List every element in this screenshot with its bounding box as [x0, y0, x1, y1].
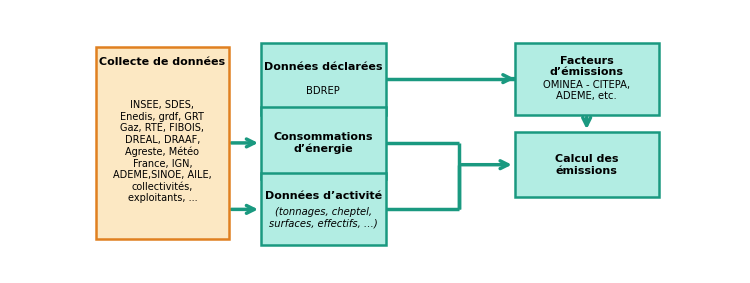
Text: OMINEA - CITEPA,
ADEME, etc.: OMINEA - CITEPA, ADEME, etc.	[543, 80, 630, 101]
Text: Calcul des
émissions: Calcul des émissions	[555, 154, 619, 175]
FancyBboxPatch shape	[96, 47, 229, 239]
Text: Facteurs
d’émissions: Facteurs d’émissions	[550, 56, 624, 78]
FancyBboxPatch shape	[514, 132, 658, 198]
Text: Données d’activité: Données d’activité	[265, 191, 382, 201]
FancyBboxPatch shape	[261, 107, 386, 179]
FancyBboxPatch shape	[261, 173, 386, 245]
Text: Données déclarées: Données déclarées	[264, 62, 382, 72]
Text: BDREP: BDREP	[307, 86, 340, 96]
FancyBboxPatch shape	[261, 43, 386, 115]
FancyBboxPatch shape	[514, 43, 658, 115]
Text: Collecte de données: Collecte de données	[99, 57, 226, 67]
Text: (tonnages, cheptel,
surfaces, effectifs, …): (tonnages, cheptel, surfaces, effectifs,…	[269, 207, 378, 229]
Text: Consommations
d’énergie: Consommations d’énergie	[274, 132, 373, 154]
Text: INSEE, SDES,
Enedis, grdf, GRT
Gaz, RTE, FIBOIS,
DREAL, DRAAF,
Agreste, Météo
Fr: INSEE, SDES, Enedis, grdf, GRT Gaz, RTE,…	[113, 100, 212, 203]
